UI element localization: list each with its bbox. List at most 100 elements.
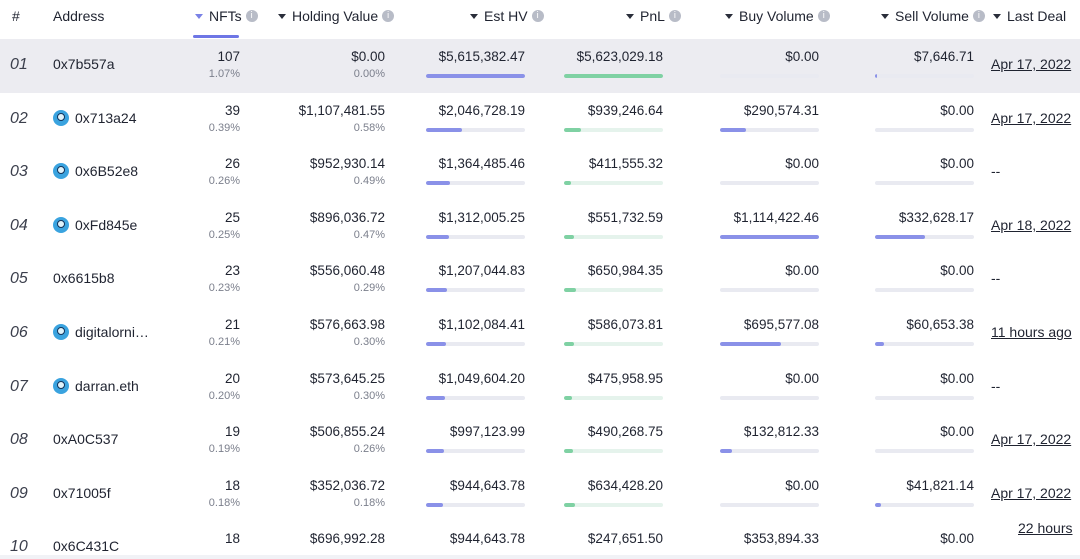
address-text[interactable]: 0xA0C537 — [53, 431, 119, 447]
last-deal[interactable]: Apr 17, 2022 — [991, 431, 1072, 447]
nfts-percent: 0.39% — [208, 122, 240, 134]
sell-volume-bar — [875, 396, 974, 400]
address-text[interactable]: 0x71005f — [53, 485, 111, 501]
rank-number: 02 — [10, 110, 28, 127]
pnl-value: $551,732.59 — [587, 210, 663, 225]
table-row[interactable]: 07 darran.eth 20 0.20% $573,645.25 0.30% $1,04… — [0, 361, 1080, 415]
buy-volume-bar — [720, 74, 819, 78]
est-hv-bar-fill — [426, 235, 449, 239]
sell-volume-bar — [875, 235, 974, 239]
est-hv-bar-fill — [426, 449, 444, 453]
last-deal[interactable]: Apr 18, 2022 — [991, 217, 1072, 233]
last-deal[interactable]: 22 hours — [1018, 520, 1073, 536]
est-hv-bar-fill — [426, 503, 443, 507]
header-holding-value[interactable]: Holding Value i — [278, 6, 395, 26]
header-nfts[interactable]: NFTs i — [195, 6, 258, 26]
address-cell[interactable]: 0x71005f — [53, 485, 111, 501]
est-hv-bar — [426, 128, 525, 132]
pnl-value: $411,555.32 — [588, 156, 663, 171]
est-hv-bar-fill — [426, 128, 462, 132]
est-hv-bar-fill — [426, 288, 447, 292]
pnl-bar — [564, 288, 663, 292]
pnl-bar-fill — [564, 396, 572, 400]
info-icon[interactable]: i — [972, 10, 985, 22]
header-last-deal[interactable]: Last Deal — [993, 6, 1066, 26]
pnl-bar-fill — [564, 449, 573, 453]
last-deal[interactable]: Apr 17, 2022 — [991, 56, 1072, 72]
table-row[interactable]: 04 0xFd845e 25 0.25% $896,036.72 0.47% $1,312,… — [0, 200, 1080, 254]
last-deal[interactable]: 11 hours ago — [991, 324, 1072, 340]
address-cell[interactable]: 0x713a24 — [53, 110, 137, 126]
holding-value: $0.00 — [351, 49, 385, 64]
header-pnl[interactable]: PnL i — [626, 6, 681, 26]
header-sell-volume[interactable]: Sell Volume i — [881, 6, 985, 26]
nfts-count: 19 — [224, 424, 240, 439]
buy-volume-bar — [720, 288, 819, 292]
table-row[interactable]: 06 digitalorni… 21 0.21% $576,663.98 0.30% $1,… — [0, 307, 1080, 361]
sell-volume-value: $60,653.38 — [906, 317, 974, 332]
last-deal: -- — [991, 378, 1001, 394]
buy-volume-value: $0.00 — [785, 49, 819, 64]
table-row[interactable]: 01 0x7b557a 107 1.07% $0.00 0.00% $5,615,382.4… — [0, 39, 1080, 93]
buy-volume-value: $0.00 — [785, 371, 819, 386]
address-text[interactable]: 0x6615b8 — [53, 270, 115, 286]
table-row[interactable]: 10 0x6C431C 18 $696,992.28 $944,643.78 $247,6… — [0, 520, 1080, 559]
table-row[interactable]: 09 0x71005f 18 0.18% $352,036.72 0.18% $944,64… — [0, 468, 1080, 522]
sell-volume-bar-fill — [875, 503, 881, 507]
nfts-percent: 0.20% — [208, 390, 240, 402]
address-cell[interactable]: darran.eth — [53, 378, 139, 394]
info-icon[interactable]: i — [245, 10, 258, 22]
avatar-icon — [53, 110, 69, 126]
avatar-icon — [53, 378, 69, 394]
table-row[interactable]: 02 0x713a24 39 0.39% $1,107,481.55 0.58% $2,04… — [0, 93, 1080, 147]
table-row[interactable]: 08 0xA0C537 19 0.19% $506,855.24 0.26% $997,12… — [0, 414, 1080, 468]
address-text[interactable]: digitalorni… — [75, 324, 149, 340]
info-icon[interactable]: i — [817, 10, 830, 22]
address-text[interactable]: 0x7b557a — [53, 56, 115, 72]
nfts-count: 39 — [224, 103, 240, 118]
rank-number: 09 — [10, 485, 28, 502]
address-cell[interactable]: digitalorni… — [53, 324, 149, 340]
buy-volume-value: $1,114,422.46 — [733, 210, 819, 225]
sort-icon — [881, 13, 889, 19]
address-text[interactable]: darran.eth — [75, 378, 139, 394]
info-icon[interactable]: i — [382, 10, 395, 22]
holding-value: $952,930.14 — [309, 156, 385, 171]
nfts-percent: 0.21% — [208, 336, 240, 348]
buy-volume-bar-fill — [720, 449, 732, 453]
est-hv-value: $5,615,382.47 — [438, 49, 525, 64]
nfts-count: 18 — [224, 531, 240, 546]
sell-volume-value: $41,821.14 — [906, 478, 974, 493]
pnl-bar — [564, 396, 663, 400]
address-text[interactable]: 0x6C431C — [53, 538, 120, 554]
holding-value: $696,992.28 — [309, 531, 385, 546]
last-deal[interactable]: Apr 17, 2022 — [991, 485, 1072, 501]
header-address[interactable]: Address — [53, 8, 105, 24]
est-hv-bar-fill — [426, 396, 445, 400]
info-icon[interactable]: i — [531, 10, 544, 22]
sort-desc-icon — [195, 13, 203, 19]
info-icon[interactable]: i — [668, 10, 681, 22]
address-cell[interactable]: 0x6B52e8 — [53, 163, 138, 179]
address-cell[interactable]: 0xFd845e — [53, 217, 137, 233]
pnl-bar — [564, 449, 663, 453]
header-est-hv[interactable]: Est HV i — [470, 6, 544, 26]
table-row[interactable]: 03 0x6B52e8 26 0.26% $952,930.14 0.49% $1,364,… — [0, 146, 1080, 200]
est-hv-bar — [426, 342, 525, 346]
address-cell[interactable]: 0xA0C537 — [53, 431, 118, 447]
sell-volume-bar — [875, 288, 974, 292]
table-row[interactable]: 05 0x6615b8 23 0.23% $556,060.48 0.29% $1,207,… — [0, 253, 1080, 307]
address-text[interactable]: 0xFd845e — [75, 217, 138, 233]
nfts-percent: 1.07% — [208, 68, 240, 80]
est-hv-bar-fill — [426, 342, 446, 346]
buy-volume-bar-fill — [720, 128, 746, 132]
last-deal[interactable]: Apr 17, 2022 — [991, 110, 1072, 126]
est-hv-bar-fill — [426, 74, 525, 78]
address-text[interactable]: 0x713a24 — [75, 110, 137, 126]
address-cell[interactable]: 0x6615b8 — [53, 270, 115, 286]
address-cell[interactable]: 0x6C431C — [53, 538, 119, 554]
address-text[interactable]: 0x6B52e8 — [75, 163, 139, 179]
sort-icon — [725, 13, 733, 19]
address-cell[interactable]: 0x7b557a — [53, 56, 115, 72]
header-buy-volume[interactable]: Buy Volume i — [725, 6, 830, 26]
